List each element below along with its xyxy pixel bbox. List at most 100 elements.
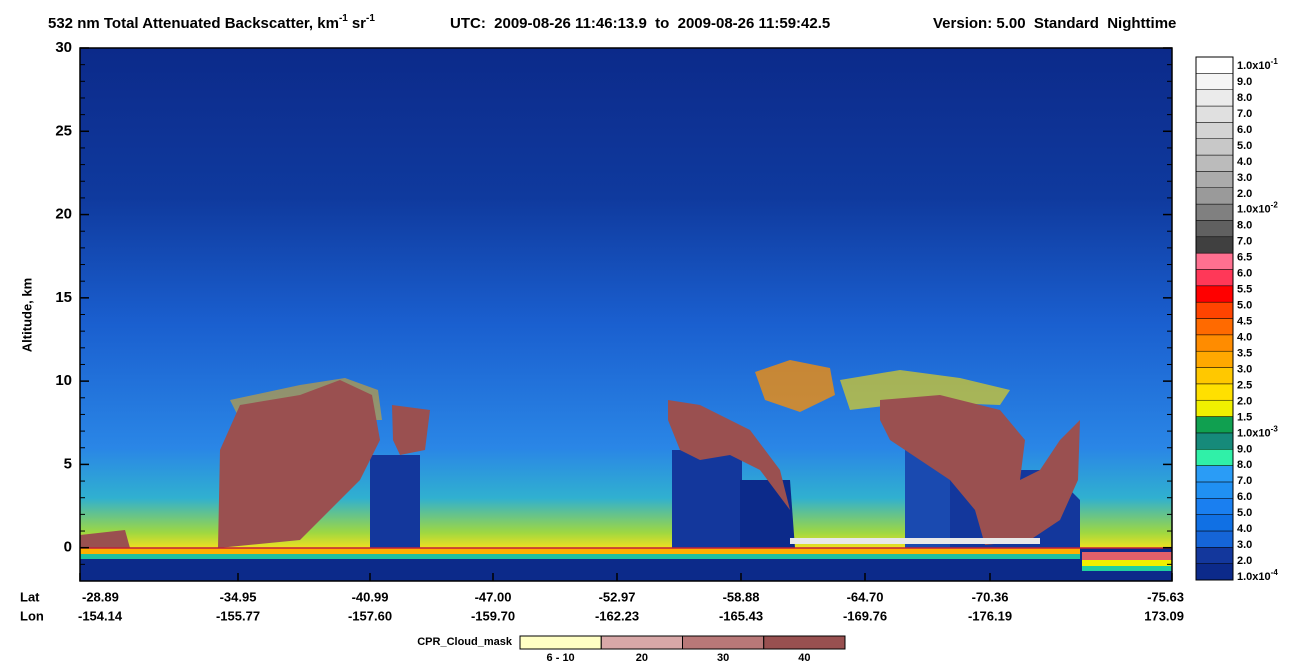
lon-tick-label: -154.14 <box>78 608 123 623</box>
cloud-mask-swatch <box>600 635 683 650</box>
colorbar-swatch <box>1195 187 1234 205</box>
colorbar-swatch <box>1195 383 1234 401</box>
colorbar-swatch <box>1195 269 1234 287</box>
colorbar-label-exp: -2 <box>1271 201 1279 210</box>
cloud-mask-label: 40 <box>798 652 810 664</box>
lon-tick-label: -165.43 <box>719 608 763 623</box>
colorbar-label-text: 5.5 <box>1237 283 1252 295</box>
cloud-mask-label: 6 - 10 <box>547 652 575 664</box>
colorbar-label: 9.0 <box>1237 443 1252 455</box>
colorbar-label: 6.0 <box>1237 124 1252 136</box>
colorbar-label: 1.5 <box>1237 411 1252 423</box>
colorbar-swatch <box>1195 432 1234 450</box>
lat-label: Lat <box>20 589 40 604</box>
colorbar-swatch <box>1195 220 1234 238</box>
colorbar-label-text: 2.0 <box>1237 188 1252 200</box>
colorbar-swatch <box>1195 481 1234 499</box>
colorbar-label-text: 3.0 <box>1237 172 1252 184</box>
colorbar-label: 4.0 <box>1237 156 1252 168</box>
lon-tick-label: -169.76 <box>843 608 887 623</box>
lon-tick-label: 173.09 <box>1144 608 1184 623</box>
cloud-mask-label: 30 <box>717 652 729 664</box>
colorbar-label-text: 9.0 <box>1237 76 1252 88</box>
colorbar-label-exp: -3 <box>1271 424 1279 433</box>
colorbar-label-text: 7.0 <box>1237 236 1252 248</box>
colorbar-label: 8.0 <box>1237 220 1252 232</box>
colorbar-label-text: 4.5 <box>1237 315 1252 327</box>
cloud-mask-label: 20 <box>636 652 648 664</box>
colorbar-swatch <box>1195 154 1234 172</box>
title-unit: sr <box>352 15 366 32</box>
colorbar-label-text: 1.0x10 <box>1237 60 1271 72</box>
colorbar-label: 7.0 <box>1237 108 1252 120</box>
colorbar-label: 1.0x10-4 <box>1237 568 1278 583</box>
colorbar-frame <box>1195 56 1234 581</box>
lon-label: Lon <box>20 608 44 623</box>
colorbar-label: 3.0 <box>1237 172 1252 184</box>
colorbar-swatch <box>1195 285 1234 303</box>
y-tick-label: 20 <box>55 206 72 223</box>
y-tick-label: 10 <box>55 372 72 389</box>
lat-tick-label: -64.70 <box>847 589 884 604</box>
colorbar-label: 8.0 <box>1237 92 1252 104</box>
y-tick-label: 25 <box>55 122 72 139</box>
colorbar-label-text: 2.5 <box>1237 379 1252 391</box>
colorbar-label-text: 4.0 <box>1237 156 1252 168</box>
colorbar-label: 4.0 <box>1237 523 1252 535</box>
lat-tick-label: -28.89 <box>82 589 119 604</box>
colorbar-label-text: 3.0 <box>1237 539 1252 551</box>
colorbar-label-text: 8.0 <box>1237 92 1252 104</box>
colorbar-label: 7.0 <box>1237 236 1252 248</box>
colorbar-label-text: 7.0 <box>1237 475 1252 487</box>
lon-tick-label: -159.70 <box>471 608 515 623</box>
colorbar-swatch <box>1195 252 1234 270</box>
lat-tick-label: -70.36 <box>972 589 1009 604</box>
colorbar-label-text: 4.0 <box>1237 331 1252 343</box>
colorbar-label-exp: -4 <box>1271 568 1279 577</box>
colorbar-swatch <box>1195 530 1234 548</box>
cloud-mask-swatch <box>519 635 602 650</box>
colorbar-swatch <box>1195 416 1234 434</box>
colorbar-label: 4.0 <box>1237 331 1252 343</box>
title-exp: -1 <box>366 13 375 24</box>
colorbar-label-text: 7.0 <box>1237 108 1252 120</box>
version: Version: 5.00 Standard Nighttime <box>933 15 1176 32</box>
lon-tick-label: -162.23 <box>595 608 639 623</box>
colorbar-swatch <box>1195 547 1234 564</box>
colorbar-label: 6.0 <box>1237 268 1252 280</box>
colorbar-label: 6.5 <box>1237 252 1252 264</box>
lon-tick-label: -155.77 <box>216 608 260 623</box>
y-tick-label: 0 <box>64 539 72 556</box>
colorbar-label-text: 1.0x10 <box>1237 427 1271 439</box>
lat-tick-label: -75.63 <box>1147 589 1184 604</box>
colorbar-label: 5.0 <box>1237 140 1252 152</box>
title-text: 532 nm Total Attenuated Backscatter, km <box>48 15 339 32</box>
colorbar-label-text: 6.0 <box>1237 268 1252 280</box>
colorbar-label-exp: -1 <box>1271 57 1279 66</box>
lat-tick-label: -34.95 <box>220 589 257 604</box>
colorbar-swatch <box>1195 236 1234 254</box>
colorbar-swatch <box>1195 563 1234 581</box>
colorbar-swatch <box>1195 334 1234 352</box>
colorbar-label-text: 8.0 <box>1237 220 1252 232</box>
colorbar-label: 5.0 <box>1237 299 1252 311</box>
y-tick-label: 30 <box>55 39 72 56</box>
colorbar-label: 8.0 <box>1237 459 1252 471</box>
colorbar-swatch <box>1195 122 1234 139</box>
colorbar-swatch <box>1195 56 1234 74</box>
lat-tick-label: -40.99 <box>352 589 389 604</box>
colorbar-label-text: 5.0 <box>1237 299 1252 311</box>
colorbar-label-text: 8.0 <box>1237 459 1252 471</box>
colorbar-label-text: 5.0 <box>1237 507 1252 519</box>
colorbar-label-text: 2.0 <box>1237 555 1252 567</box>
colorbar-label: 6.0 <box>1237 491 1252 503</box>
colorbar-label-text: 6.0 <box>1237 124 1252 136</box>
colorbar-swatch <box>1195 301 1234 319</box>
colorbar-label-text: 9.0 <box>1237 443 1252 455</box>
colorbar-label-text: 4.0 <box>1237 523 1252 535</box>
chart-title: 532 nm Total Attenuated Backscatter, km -… <box>48 13 375 32</box>
colorbar-label: 3.5 <box>1237 347 1252 359</box>
lon-tick-label: -176.19 <box>968 608 1012 623</box>
colorbar-swatch <box>1195 449 1234 466</box>
